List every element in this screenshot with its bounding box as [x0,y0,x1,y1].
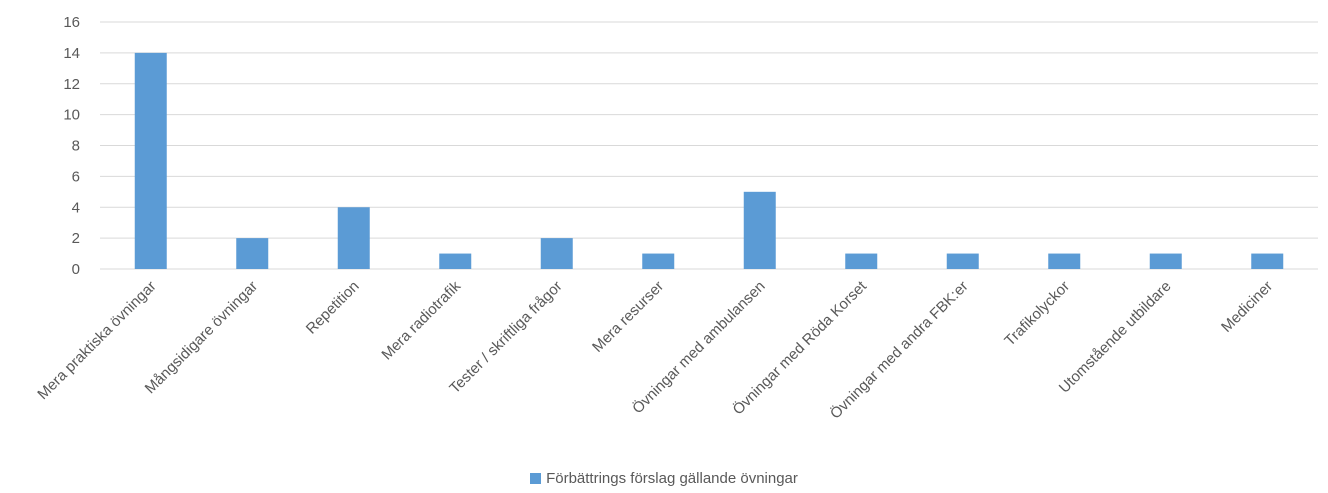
y-tick-label: 6 [72,168,80,185]
gridlines [100,21,1318,270]
y-tick-label: 16 [63,14,80,31]
x-tick-label: Repetition [303,278,363,338]
bar [743,191,776,269]
x-tick-label: Mera praktiska övningar [34,278,159,403]
x-tick-label: Trafikolyckor [1001,278,1073,350]
bar [845,253,878,269]
y-tick-label: 12 [63,76,80,93]
y-tick-label: 10 [63,107,80,124]
bar [337,207,370,269]
x-tick-label: Tester / skriftliga frågor [446,278,565,397]
y-tick-label: 4 [72,199,80,216]
x-tick-label: Mediciner [1218,278,1276,336]
x-tick-label: Utomstående utbildare [1056,278,1175,397]
legend: Förbättrings förslag gällande övningar [0,470,1328,487]
bar [1048,253,1081,269]
y-tick-label: 0 [72,261,80,278]
bar [540,238,573,269]
x-tick-label: Mera radiotrafik [378,277,464,363]
bar [1251,253,1284,269]
bar [134,52,167,269]
y-tick-label: 8 [72,138,80,155]
bar [1149,253,1182,269]
bar [439,253,472,269]
bar [946,253,979,269]
legend-swatch [530,473,542,484]
bars [134,52,1284,269]
x-tick-label: Mera resurser [589,278,667,356]
bar [236,238,269,269]
x-tick-label: Mångsidigare övningar [142,278,261,397]
bar [642,253,675,269]
y-tick-label: 2 [72,230,80,247]
legend-label: Förbättrings förslag gällande övningar [546,470,798,487]
y-tick-label: 14 [63,45,80,62]
y-axis-tick-labels: 0 2 4 6 8 10 12 14 16 [63,14,80,278]
